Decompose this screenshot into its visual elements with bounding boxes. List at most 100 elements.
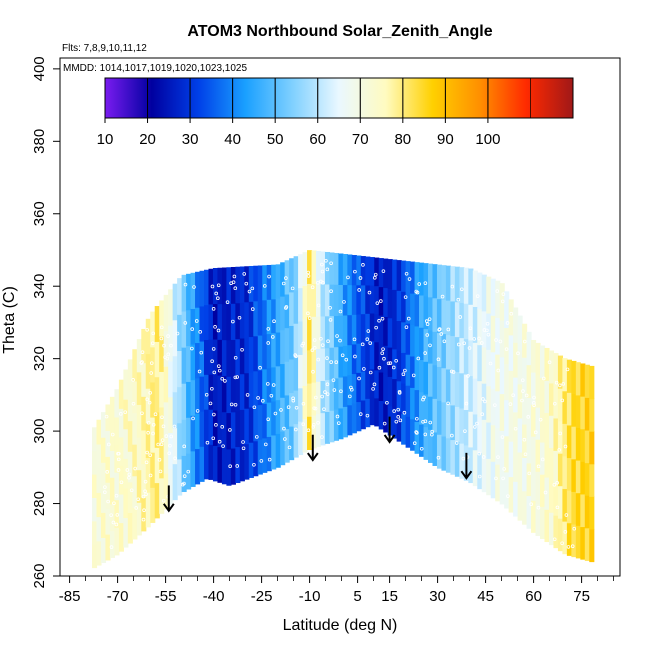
sza-cell xyxy=(401,382,407,415)
colorbar-tick-label: 80 xyxy=(394,131,411,148)
sza-cell xyxy=(522,390,528,425)
sample-point xyxy=(439,332,444,336)
sza-cell xyxy=(571,523,577,558)
sza-cell xyxy=(114,444,120,473)
sza-cell xyxy=(575,394,581,428)
sample-point xyxy=(225,300,230,304)
sza-cell xyxy=(316,250,322,285)
sza-cell xyxy=(293,423,299,458)
sample-point xyxy=(558,383,562,388)
sza-cell xyxy=(553,482,559,516)
sza-cell xyxy=(401,321,407,353)
sza-cell xyxy=(311,382,317,416)
sample-point xyxy=(195,409,200,413)
sza-cell xyxy=(356,255,362,286)
sample-point xyxy=(247,289,252,294)
sza-cell xyxy=(316,381,322,415)
sample-point xyxy=(436,357,441,362)
sza-cell xyxy=(186,273,192,311)
sample-point xyxy=(521,389,525,393)
sza-cell xyxy=(208,409,214,445)
sza-cell xyxy=(490,461,496,499)
sample-point xyxy=(442,339,447,344)
sza-cell xyxy=(396,320,402,352)
colorbar-tick-label: 20 xyxy=(139,131,156,148)
sample-point xyxy=(306,270,311,275)
sza-cell xyxy=(181,455,187,493)
sza-cell xyxy=(504,399,510,437)
sample-point xyxy=(526,415,531,419)
sza-cell xyxy=(204,409,210,445)
sample-point xyxy=(237,315,242,320)
sza-cell xyxy=(118,522,124,552)
sza-cell xyxy=(248,301,254,338)
sza-cell xyxy=(329,284,335,317)
sza-cell xyxy=(490,351,496,389)
sza-cell xyxy=(154,411,160,448)
sample-point xyxy=(109,545,114,549)
sample-point xyxy=(279,408,283,412)
sample-point xyxy=(223,379,227,383)
sample-point xyxy=(422,395,426,400)
sample-point xyxy=(316,420,320,425)
sza-cell xyxy=(132,349,138,382)
sza-cell xyxy=(307,250,313,284)
sample-point xyxy=(116,468,121,472)
sample-point xyxy=(326,339,330,344)
sza-cell xyxy=(123,428,129,459)
sample-point xyxy=(312,406,317,410)
sample-point xyxy=(316,303,321,308)
y-tick-label: 380 xyxy=(31,129,48,154)
sza-cell xyxy=(105,482,111,509)
sza-cell xyxy=(459,302,465,339)
sample-point xyxy=(123,410,128,414)
sza-cell xyxy=(504,363,510,401)
sza-cell xyxy=(195,377,201,414)
sample-point xyxy=(336,421,341,425)
sample-point xyxy=(148,453,152,458)
sza-cell xyxy=(338,284,344,316)
sza-cell xyxy=(396,290,402,322)
sza-cell xyxy=(504,327,510,365)
sza-cell xyxy=(557,518,563,552)
sza-cell xyxy=(392,289,398,320)
sza-cell xyxy=(463,338,469,375)
sample-point xyxy=(241,440,245,444)
sample-point xyxy=(402,410,407,415)
colorbar-tick-label: 90 xyxy=(437,131,454,148)
sza-cell xyxy=(289,258,295,293)
sza-cell xyxy=(257,265,263,301)
sza-cell xyxy=(486,385,492,423)
sample-point xyxy=(398,418,403,423)
sample-point xyxy=(216,328,221,333)
sza-cell xyxy=(410,355,416,388)
sza-cell xyxy=(356,372,362,403)
sample-point xyxy=(139,361,144,365)
sample-point xyxy=(229,402,234,407)
sza-cell xyxy=(239,302,245,339)
sample-point xyxy=(217,368,222,373)
sample-point xyxy=(235,375,240,379)
dates-text: MMDD: 1014,1017,1019,1020,1023,1025 xyxy=(63,63,247,74)
sza-cell xyxy=(468,411,474,448)
sample-point xyxy=(508,402,513,406)
sza-cell xyxy=(472,378,478,415)
sza-cell xyxy=(136,371,142,405)
sza-cell xyxy=(459,372,465,409)
sample-point xyxy=(321,280,325,285)
sza-cell xyxy=(468,268,474,305)
sza-cell xyxy=(235,266,241,304)
sample-point xyxy=(307,316,312,320)
sample-point xyxy=(323,390,327,394)
sample-point xyxy=(220,425,225,429)
sza-cell xyxy=(428,263,434,298)
sample-point xyxy=(404,271,409,276)
sample-point xyxy=(349,387,354,392)
sza-cell xyxy=(159,335,165,372)
sza-cell xyxy=(311,250,317,284)
sample-point xyxy=(450,284,455,289)
x-tick-label: 75 xyxy=(573,588,590,605)
sza-cell xyxy=(450,300,456,337)
sza-cell xyxy=(217,410,223,448)
sza-cell xyxy=(123,458,129,489)
